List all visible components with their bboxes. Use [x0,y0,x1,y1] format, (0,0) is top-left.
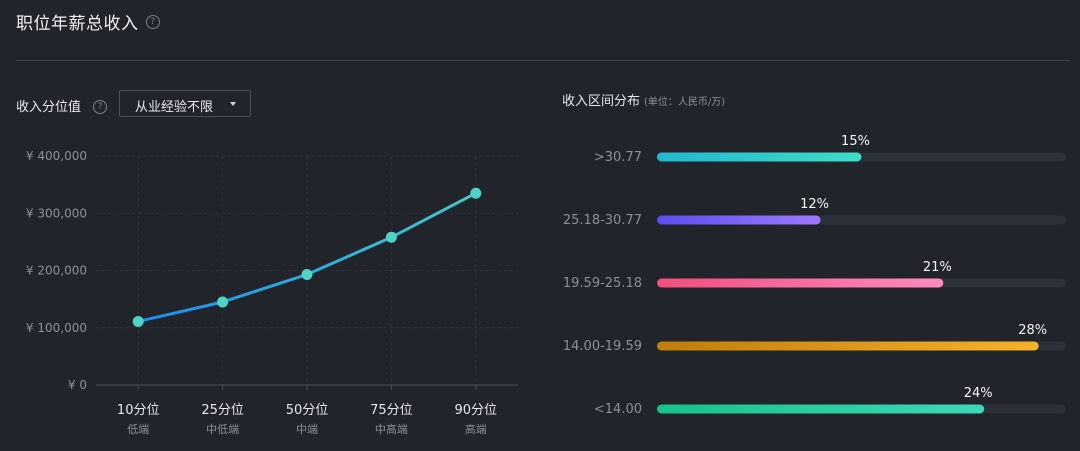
distribution-label: 收入区间分布 (单位：人民币/万) [562,90,725,109]
percentile-line-chart: ¥ 0 ¥ 100,000 ¥ 200,000 ¥ 300,000 ¥ 400,000 1… [26,149,518,436]
y-tick-label: ¥ 300,000 [26,206,87,220]
x-tick-sublabel: 高端 [465,422,487,436]
x-tick-sublabel: 中高端 [375,422,408,436]
section-divider [16,60,1070,61]
x-tick-label: 25分位 [201,403,244,418]
experience-dropdown-value: 从业经验不限 [135,100,214,115]
bar[interactable] [657,152,862,162]
percentile-label-text: 收入分位值 [16,100,82,115]
data-point[interactable] [132,315,144,327]
caret-down-icon [230,102,236,106]
bar-value-label: 12% [800,197,829,212]
page-title-text: 职位年薪总收入 [16,14,139,34]
x-tick-label: 10分位 [117,403,160,418]
bar[interactable] [657,278,944,288]
x-tick-label: 75分位 [370,403,413,418]
distribution-unit: (单位：人民币/万) [644,97,726,108]
y-tick-label: ¥ 200,000 [26,264,87,278]
data-point[interactable] [385,231,397,243]
bar-value-label: 21% [923,260,952,275]
bar-value-label: 28% [1018,323,1047,338]
x-tick-sublabel: 中低端 [206,423,239,436]
y-tick-label: ¥ 400,000 [26,149,87,163]
data-point[interactable] [301,269,313,281]
x-tick-label: 50分位 [286,403,329,418]
y-tick-label: ¥ 100,000 [26,321,87,335]
experience-dropdown[interactable]: 从业经验不限 [119,90,251,117]
category-label: 25.18-30.77 [563,213,642,228]
x-tick-label: 90分位 [455,403,498,418]
category-label: <14.00 [594,402,642,417]
category-label: 19.59-25.18 [563,276,642,291]
data-point[interactable] [217,296,229,308]
x-tick-sublabel: 中端 [296,423,318,436]
data-point[interactable] [470,187,482,199]
bar[interactable] [657,404,985,414]
bar[interactable] [657,215,821,225]
category-label: >30.77 [594,150,642,165]
bar-value-label: 24% [964,386,993,401]
page-title: 职位年薪总收入 ? [16,9,160,34]
x-tick-sublabel: 低端 [127,423,149,436]
bar-value-label: 15% [841,134,870,149]
distribution-label-text: 收入区间分布 [562,94,641,109]
question-circle-icon[interactable]: ? [93,99,108,114]
y-tick-label: ¥ 0 [68,378,87,392]
question-circle-icon[interactable]: ? [146,15,160,29]
bar[interactable] [657,341,1039,351]
distribution-bar-chart: >30.77 15% 25.18-30.77 12% 19.59-25.18 21% 14.… [563,134,1066,417]
category-label: 14.00-19.59 [563,339,642,354]
percentile-label: 收入分位值 ? [16,96,108,115]
